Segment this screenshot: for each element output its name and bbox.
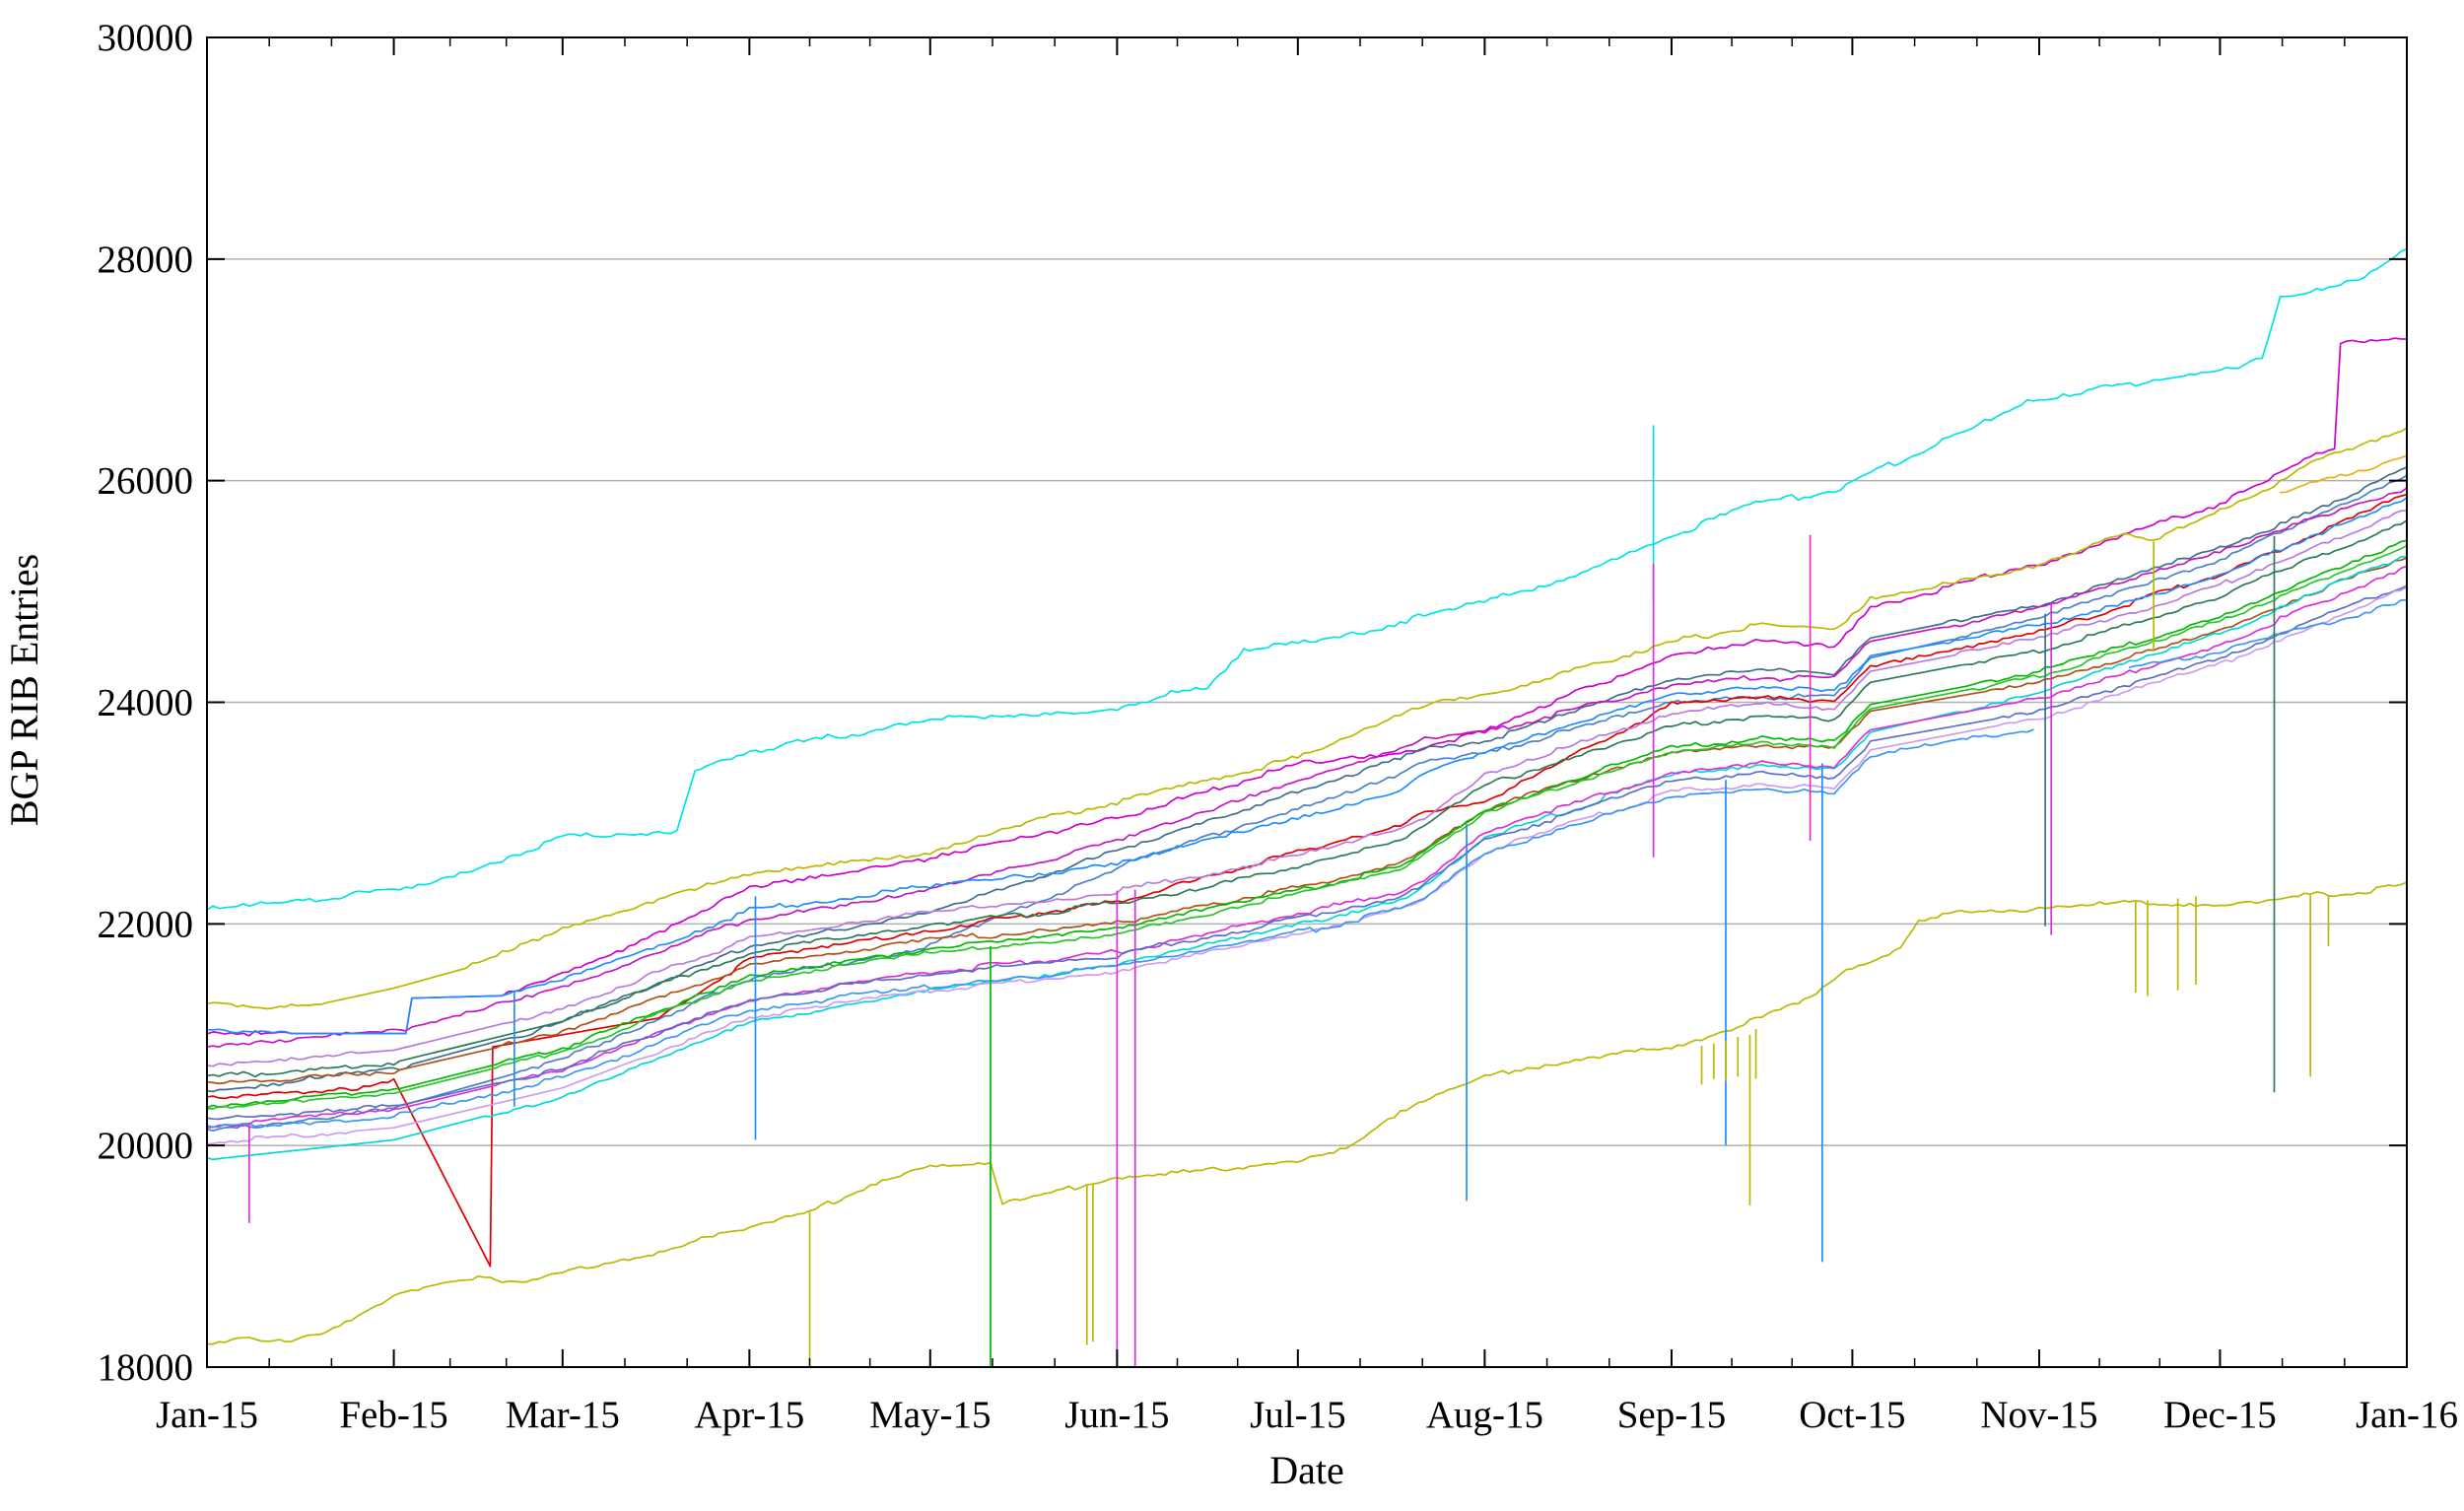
series-line-red [207,493,2407,1268]
series-line-violet [207,509,2407,1067]
series-line-brown [207,557,2407,1085]
x-tick-label-Jan-16: Jan-16 [2356,1394,2458,1436]
axis-ticks [206,36,2408,1368]
series-line-green1 [207,539,2407,1109]
series-line-magenta-b [207,486,2407,1048]
y-tick-label-18000: 18000 [98,1346,194,1389]
x-tick-label-Sep-15: Sep-15 [1617,1394,1727,1436]
y-axis-title: BGP RIB Entries [2,554,46,826]
x-tick-label-Jan-15: Jan-15 [156,1394,258,1436]
series-line-violet2 [207,585,2407,1145]
axis-tick-labels: Jan-15 Feb-15 Mar-15 Apr-15 May-15 Jun-15 Jul-… [98,17,2458,1436]
y-tick-label-24000: 24000 [98,682,194,724]
series-line-magenta2 [207,565,2407,1129]
x-tick-label-Oct-15: Oct-15 [1799,1394,1905,1436]
x-tick-label-Nov-15: Nov-15 [1980,1394,2097,1436]
x-tick-label-Apr-15: Apr-15 [694,1394,804,1436]
x-tick-label-Dec-15: Dec-15 [2163,1394,2277,1436]
y-tick-label-30000: 30000 [98,17,194,59]
x-tick-label-Mar-15: Mar-15 [506,1394,620,1436]
x-axis-title: Date [1269,1448,1344,1492]
series-line-slateblue [207,584,2407,1121]
series-line-teal [207,519,2407,1078]
y-tick-label-20000: 20000 [98,1125,194,1167]
series-line-gold [2279,454,2407,494]
y-tick-label-22000: 22000 [98,903,194,945]
series-line-steelblue [207,474,2407,1133]
y-tick-label-28000: 28000 [98,239,194,281]
x-tick-label-Jul-15: Jul-15 [1250,1394,1346,1436]
series-line-cyan-top [207,247,2407,911]
series-line-magenta-top [207,337,2407,1037]
series-line-dodger2 [207,598,2407,1129]
y-tick-label-26000: 26000 [98,460,194,503]
series-line-olive-top [207,427,2407,1010]
x-tick-label-Jun-15: Jun-15 [1064,1394,1169,1436]
x-tick-label-Feb-15: Feb-15 [339,1394,448,1436]
plot-area [207,247,2407,1367]
series-line-dodgerblue [207,497,2407,1035]
series-line-green2 [207,544,2407,1110]
series-line-turquoise [207,555,2407,1161]
series-line-olive-bottom [207,881,2407,1345]
x-tick-label-May-15: May-15 [869,1394,991,1436]
x-tick-label-Aug-15: Aug-15 [1426,1394,1543,1436]
